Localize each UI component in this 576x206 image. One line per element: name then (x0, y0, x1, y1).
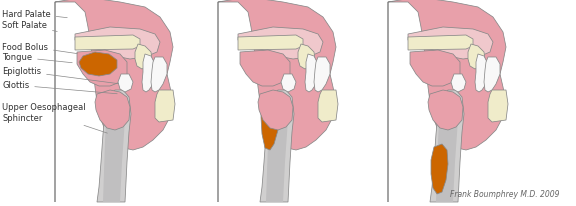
Polygon shape (55, 0, 173, 202)
Polygon shape (428, 91, 463, 130)
Polygon shape (475, 55, 489, 92)
Text: Hard Palate: Hard Palate (2, 9, 67, 19)
Polygon shape (238, 36, 303, 51)
Polygon shape (240, 51, 290, 87)
Polygon shape (388, 0, 506, 202)
Polygon shape (318, 91, 338, 122)
Polygon shape (408, 36, 473, 51)
Polygon shape (151, 58, 167, 92)
Polygon shape (281, 75, 296, 92)
Polygon shape (410, 51, 460, 87)
Polygon shape (488, 91, 508, 122)
Polygon shape (430, 91, 464, 202)
Polygon shape (103, 96, 125, 202)
Polygon shape (155, 91, 175, 122)
Polygon shape (77, 51, 127, 87)
Text: Frank Boumphrey M.D. 2009: Frank Boumphrey M.D. 2009 (450, 189, 560, 198)
Polygon shape (431, 144, 448, 194)
Polygon shape (95, 91, 130, 130)
Polygon shape (79, 53, 117, 77)
Polygon shape (451, 75, 466, 92)
Text: Soft Palate: Soft Palate (2, 21, 57, 32)
Polygon shape (118, 75, 133, 92)
Text: Food Bolus: Food Bolus (2, 42, 77, 54)
Polygon shape (75, 36, 140, 51)
Polygon shape (298, 45, 315, 70)
Polygon shape (97, 91, 131, 202)
Polygon shape (484, 58, 500, 92)
Text: Glottis: Glottis (2, 81, 118, 94)
Polygon shape (408, 28, 493, 60)
Polygon shape (218, 0, 336, 202)
Polygon shape (142, 55, 156, 92)
Polygon shape (266, 96, 288, 202)
Polygon shape (468, 45, 485, 70)
Polygon shape (258, 91, 293, 130)
Text: Tongue: Tongue (2, 53, 72, 63)
Polygon shape (314, 58, 330, 92)
Polygon shape (261, 92, 280, 150)
Polygon shape (260, 91, 294, 202)
Polygon shape (305, 55, 319, 92)
Polygon shape (436, 96, 458, 202)
Polygon shape (75, 28, 160, 60)
Text: Epiglottis: Epiglottis (2, 67, 118, 84)
Text: Upper Oesophageal
Sphincter: Upper Oesophageal Sphincter (2, 103, 107, 133)
Polygon shape (238, 28, 323, 60)
Polygon shape (135, 45, 152, 70)
